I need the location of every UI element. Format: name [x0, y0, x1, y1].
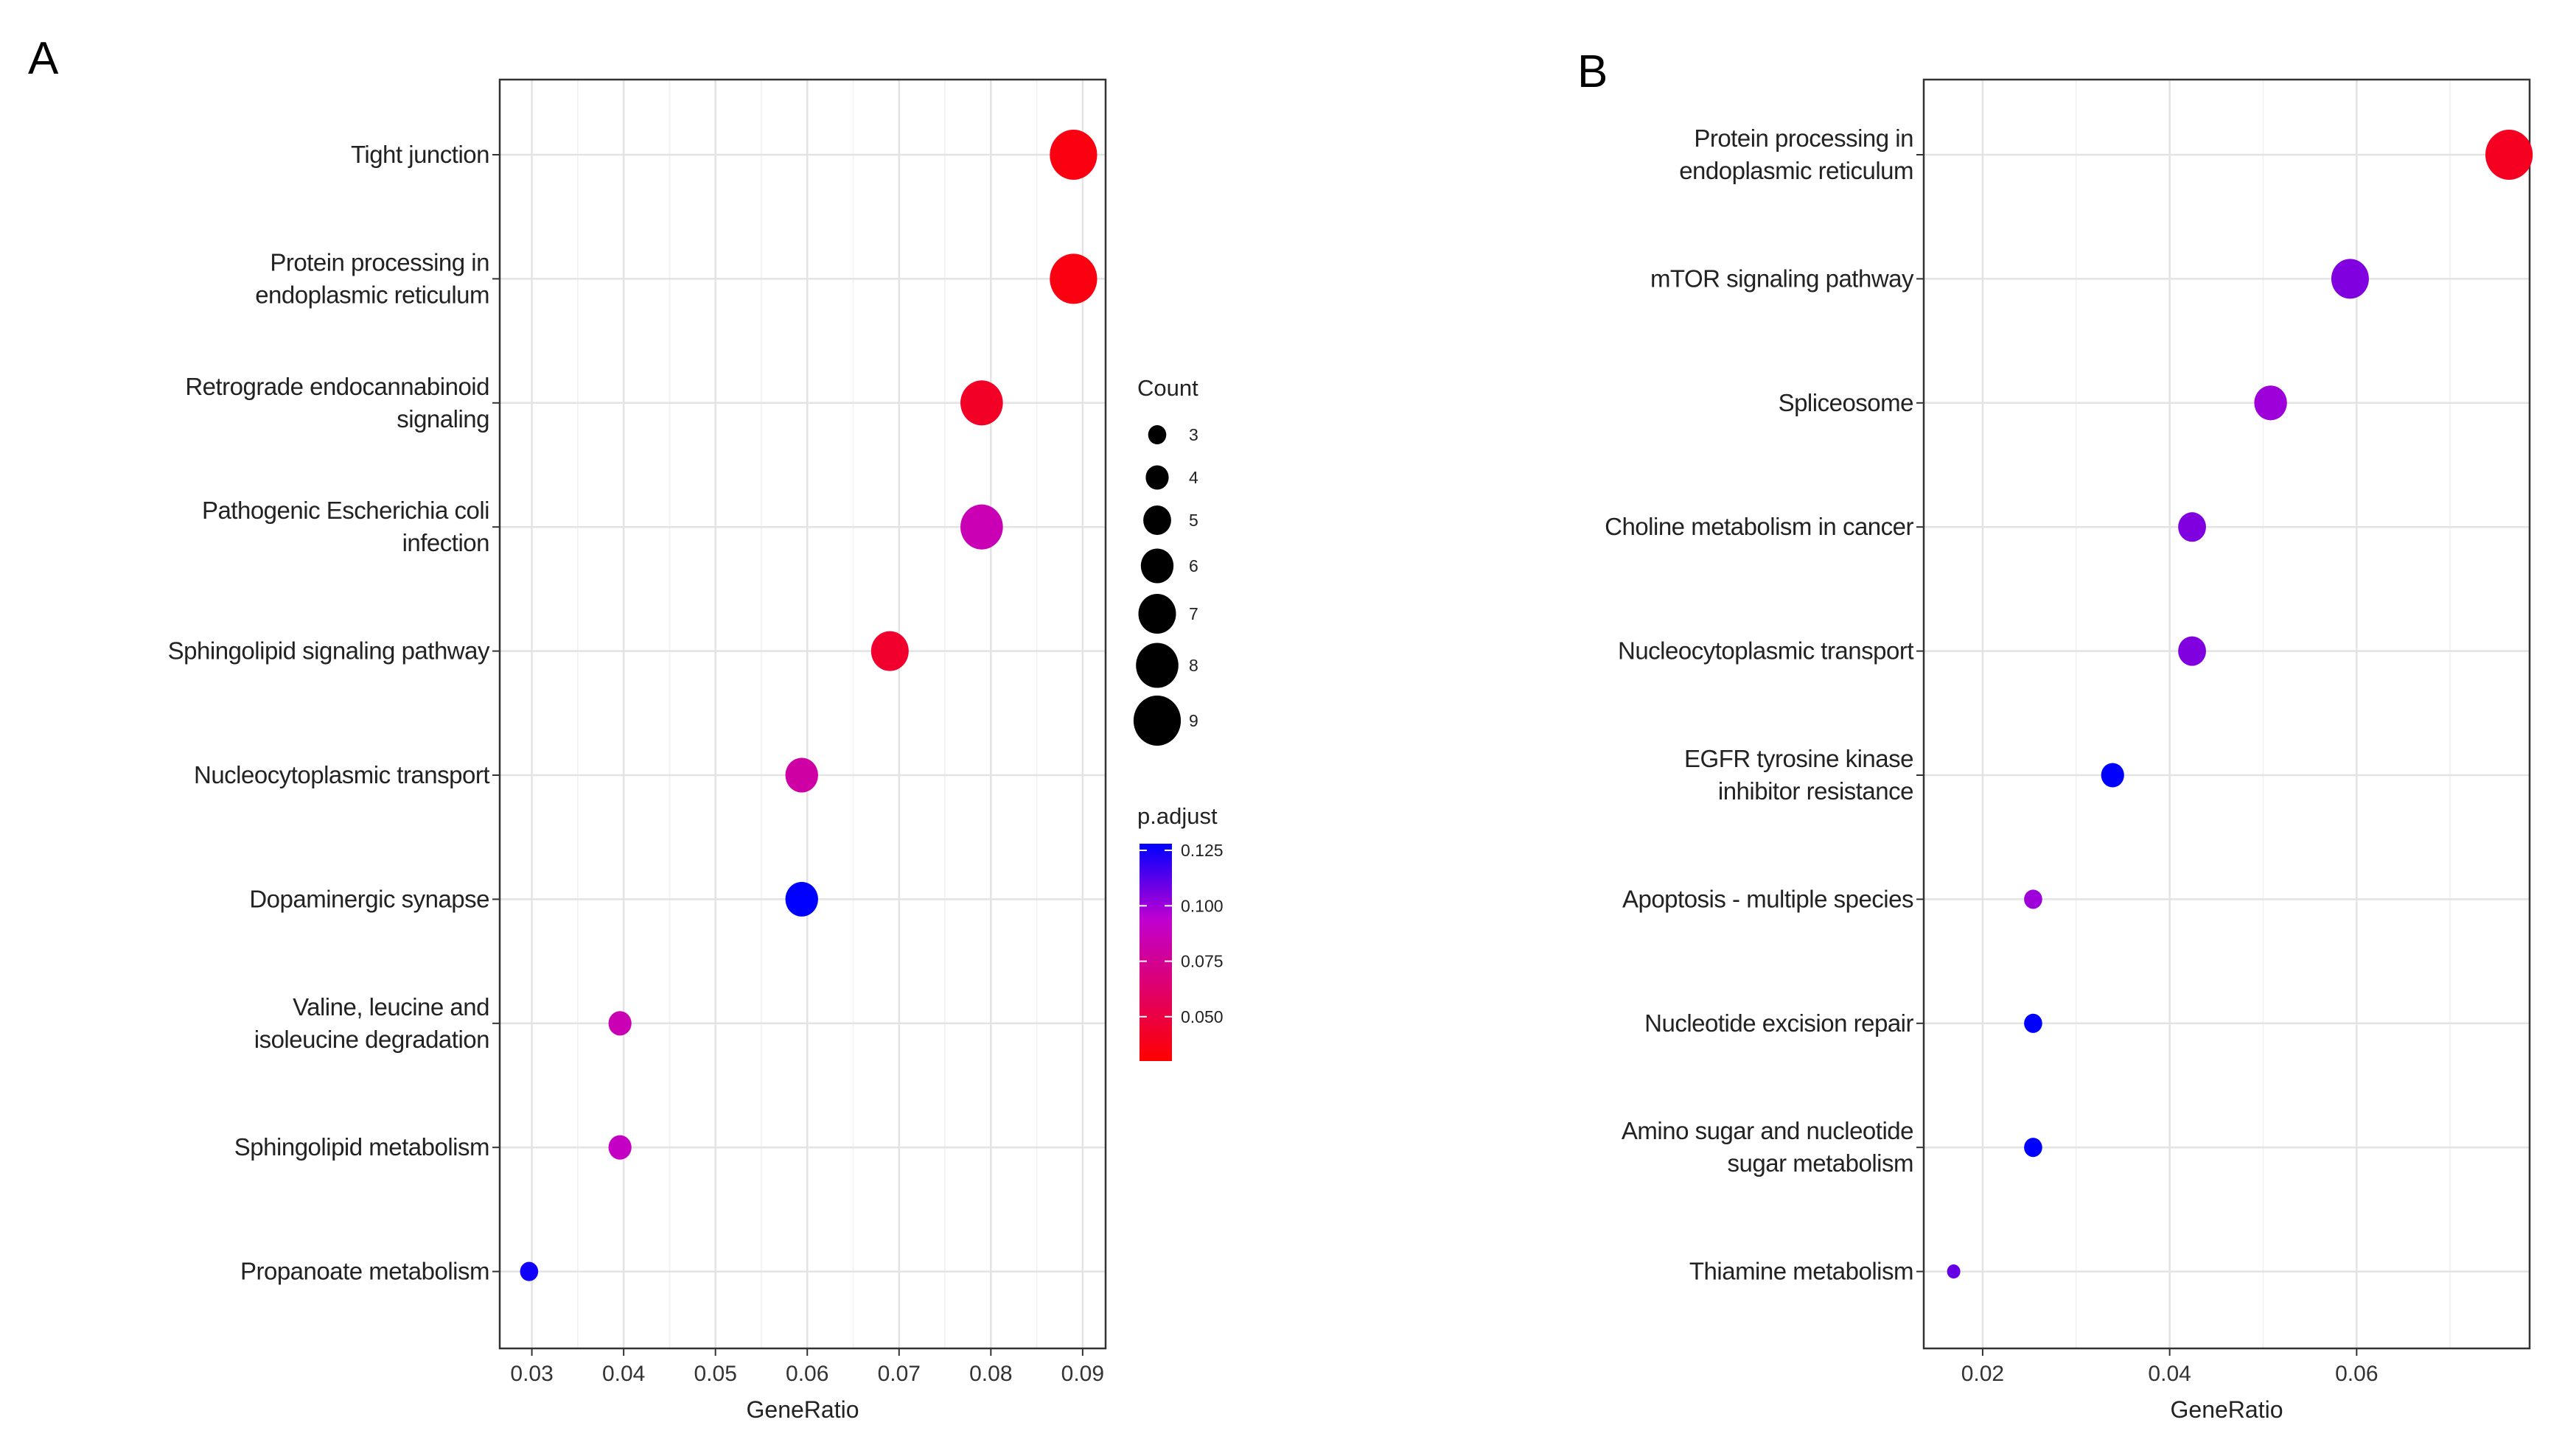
legend-padjust-ticks: 0.125 0.100 0.075 0.050	[1140, 841, 1224, 1026]
panel-a-points	[520, 129, 1097, 1281]
panel-a-x-tick-label: 0.06	[786, 1362, 828, 1386]
panel-a-point	[960, 504, 1003, 550]
legend-padjust-title: p.adjust	[1137, 803, 1218, 829]
panel-b: B Protein processing in endoplasmic retic…	[1577, 46, 2533, 1423]
panel-a-category-label: isoleucine degradation	[254, 1026, 489, 1053]
legend-padjust-tick-label: 0.075	[1181, 952, 1224, 971]
panel-a-x-tick-label: 0.08	[969, 1362, 1012, 1386]
panel-a-x-tick-label: 0.05	[694, 1362, 736, 1386]
panel-a-x-axis-ticks: 0.03 0.04 0.05 0.06 0.07 0.08 0.09	[510, 1348, 1104, 1386]
legend-count-dot	[1145, 465, 1169, 490]
panel-b-point	[2024, 1013, 2042, 1033]
legend-count-label: 8	[1189, 656, 1198, 675]
panel-a-category-label: Protein processing in	[270, 248, 489, 276]
panel-b-category-label: Spliceosome	[1779, 389, 1913, 416]
panel-a-x-tick-label: 0.04	[602, 1362, 645, 1386]
legend-count-label: 5	[1189, 511, 1198, 530]
panel-b-x-axis-title: GeneRatio	[2171, 1396, 2283, 1423]
panel-b-category-label: mTOR signaling pathway	[1650, 265, 1914, 292]
panel-b-category-label: Apoptosis - multiple species	[1622, 885, 1913, 912]
panel-a-category-label: endoplasmic reticulum	[255, 281, 489, 308]
legend-count-label: 4	[1189, 468, 1198, 487]
panel-a-category-label: Tight junction	[351, 141, 489, 168]
panel-a-category-labels: Tight junction Protein processing in endop…	[168, 141, 500, 1285]
panel-a-x-axis-title: GeneRatio	[747, 1396, 859, 1423]
legend-count-label: 3	[1189, 425, 1198, 444]
legend-count-label: 6	[1189, 556, 1198, 575]
panel-a-point	[1050, 253, 1097, 304]
legend-count-title: Count	[1137, 375, 1198, 401]
panel-a-category-label: Valine, leucine and	[293, 993, 489, 1021]
legend-count-keys: 3 4 5 6 7 8 9	[1133, 424, 1198, 746]
panel-a-x-tick-label: 0.09	[1061, 1362, 1104, 1386]
panel-b-point	[2254, 385, 2287, 421]
panel-b-category-label: EGFR tyrosine kinase	[1684, 745, 1913, 772]
legend-count-label: 7	[1189, 604, 1198, 623]
legend-count-dot	[1148, 424, 1167, 445]
panel-a-category-label: Pathogenic Escherichia coli	[202, 497, 489, 524]
panel-a-point	[608, 1011, 632, 1036]
panel-a-x-tick-label: 0.03	[510, 1362, 553, 1386]
panel-b-points	[1947, 129, 2533, 1279]
panel-b-point	[2178, 512, 2206, 542]
legend-padjust-tick-label: 0.100	[1181, 896, 1224, 915]
panel-a-point	[960, 380, 1003, 426]
legend-count-dot	[1140, 548, 1174, 584]
panel-b-point	[2101, 763, 2124, 788]
panel-a-point	[785, 757, 818, 793]
panel-b-category-labels: Protein processing in endoplasmic reticul…	[1605, 125, 1924, 1285]
panel-b-point	[2178, 636, 2206, 666]
panel-a-label: A	[28, 33, 59, 84]
panel-b-x-axis-ticks: 0.02 0.04 0.06	[1961, 1348, 2379, 1386]
panel-b-category-label: Protein processing in	[1694, 125, 1913, 152]
panel-b-category-label: Amino sugar and nucleotide	[1622, 1117, 1913, 1144]
panel-a-point	[785, 881, 818, 917]
panel-a-category-label: Propanoate metabolism	[240, 1258, 489, 1285]
panel-a-category-label: Sphingolipid metabolism	[234, 1133, 489, 1161]
panel-a-x-tick-label: 0.07	[878, 1362, 921, 1386]
panel-a-point	[520, 1261, 539, 1281]
panel-b-category-label: endoplasmic reticulum	[1679, 157, 1913, 184]
panel-b-point	[2485, 129, 2533, 181]
legend-count-dot	[1136, 643, 1179, 688]
panel-a-category-label: infection	[402, 529, 489, 556]
panel-a-point	[1050, 129, 1097, 181]
panel-a-gridlines	[500, 80, 1106, 1348]
panel-b-category-label: Nucleotide excision repair	[1644, 1009, 1913, 1037]
panel-b-plot-frame	[1922, 78, 2531, 1350]
panel-b-point	[1947, 1264, 1961, 1279]
panel-b-x-tick-label: 0.06	[2335, 1362, 2378, 1386]
legend-count-dot	[1133, 695, 1182, 746]
panel-a-point	[870, 631, 909, 671]
legend-count-dot	[1138, 593, 1176, 634]
panel-a: A Tight junction Protein processing in end…	[28, 33, 1107, 1423]
legend-count-dot	[1143, 505, 1171, 536]
panel-a-plot-frame	[498, 78, 1107, 1350]
legend-padjust-tick-label: 0.125	[1181, 841, 1224, 860]
panel-b-category-label: Thiamine metabolism	[1689, 1258, 1913, 1285]
panel-b-category-label: Nucleocytoplasmic transport	[1618, 637, 1913, 665]
panel-a-category-label: Retrograde endocannabinoid	[185, 373, 489, 400]
panel-b-x-tick-label: 0.02	[1961, 1362, 2004, 1386]
legend-padjust-colorbar	[1140, 844, 1172, 1061]
panel-b-category-label: sugar metabolism	[1728, 1149, 1913, 1177]
panel-b-category-label: Choline metabolism in cancer	[1605, 513, 1913, 540]
panel-b-x-tick-label: 0.04	[2148, 1362, 2191, 1386]
legend-count-label: 9	[1189, 711, 1198, 730]
panel-a-point	[608, 1135, 632, 1160]
panel-b-category-label: inhibitor resistance	[1718, 777, 1913, 805]
panel-a-category-label: Nucleocytoplasmic transport	[194, 761, 489, 788]
panel-a-category-label: Sphingolipid signaling pathway	[168, 637, 490, 665]
legend-padjust-tick-label: 0.050	[1181, 1007, 1224, 1026]
panel-b-point	[2024, 1138, 2042, 1158]
panel-b-point	[2331, 259, 2369, 299]
panel-a-category-label: Dopaminergic synapse	[249, 885, 489, 912]
panel-a-category-label: signaling	[397, 405, 489, 433]
panel-b-label: B	[1577, 46, 1608, 97]
panel-b-point	[2024, 889, 2042, 909]
